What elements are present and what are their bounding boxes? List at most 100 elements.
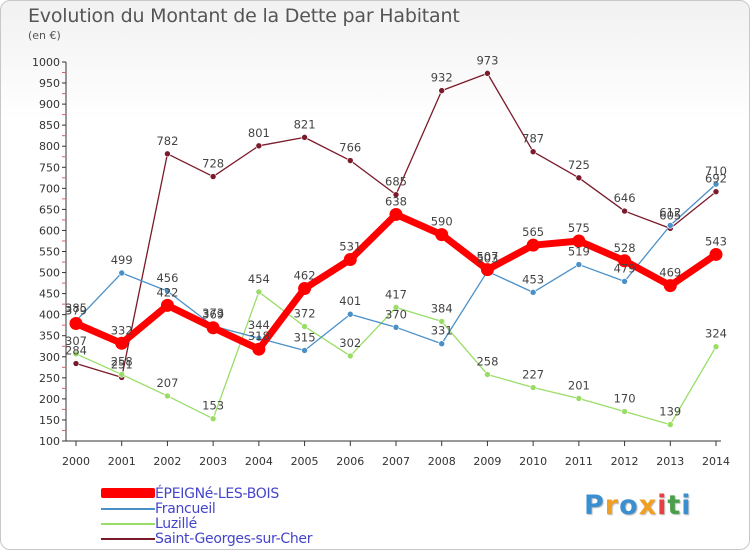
y-tick-label: 150 (39, 414, 60, 427)
data-point-1-10 (529, 289, 537, 296)
data-point-0-14 (709, 247, 723, 261)
x-tick-label: 2002 (153, 455, 181, 468)
data-point-2-0 (72, 350, 80, 358)
x-tick-label: 2006 (336, 455, 364, 468)
data-point-0-1 (115, 336, 129, 350)
x-tick-label: 2014 (702, 455, 730, 468)
y-tick-label: 250 (39, 372, 60, 385)
data-point-1-7 (392, 323, 400, 331)
data-label-2-14: 324 (705, 327, 727, 341)
data-label-1-7: 370 (385, 307, 407, 321)
data-point-3-10 (529, 148, 537, 155)
data-label-1-12: 479 (614, 261, 636, 275)
data-label-2-0: 307 (65, 334, 87, 348)
y-tick-label: 900 (39, 98, 60, 111)
y-tick-label: 750 (39, 161, 60, 174)
y-tick-label: 850 (39, 119, 60, 132)
data-point-3-2 (164, 150, 171, 158)
y-tick-label: 300 (39, 351, 60, 364)
data-label-3-10: 787 (522, 132, 544, 146)
data-point-2-11 (575, 395, 583, 402)
data-point-2-6 (346, 352, 354, 360)
logo-letter-i2: i (681, 490, 692, 521)
data-point-3-8 (438, 87, 446, 94)
data-label-3-11: 725 (568, 158, 590, 172)
y-tick-label: 1000 (32, 56, 60, 69)
data-point-0-3 (206, 321, 220, 335)
y-tick-label: 200 (39, 393, 60, 406)
data-point-0-5 (298, 282, 312, 296)
data-point-2-4 (255, 288, 263, 296)
data-point-2-9 (484, 371, 491, 378)
data-label-1-11: 519 (568, 245, 590, 259)
data-label-2-4: 454 (248, 272, 270, 286)
data-label-3-0: 284 (65, 344, 87, 358)
data-label-0-13: 469 (659, 266, 681, 280)
data-label-0-10: 565 (522, 225, 544, 239)
data-label-0-12: 528 (614, 241, 636, 255)
data-label-0-6: 531 (339, 240, 361, 254)
data-label-2-11: 201 (568, 378, 590, 392)
data-point-2-7 (392, 304, 400, 311)
data-point-0-4 (252, 342, 266, 356)
data-point-3-5 (301, 134, 308, 141)
y-tick-label: 500 (39, 267, 60, 280)
data-point-1-11 (575, 261, 583, 268)
data-point-1-2 (164, 287, 171, 295)
data-point-3-11 (575, 174, 583, 182)
data-label-0-3: 369 (202, 308, 224, 322)
data-point-2-12 (621, 408, 628, 415)
data-point-3-7 (392, 191, 400, 198)
data-label-1-13: 612 (659, 205, 681, 219)
data-point-0-10 (526, 238, 540, 252)
data-label-2-9: 258 (476, 354, 498, 368)
data-label-3-6: 766 (339, 141, 361, 155)
data-label-1-8: 331 (431, 324, 453, 338)
data-label-1-9: 503 (476, 251, 498, 265)
logo-letter-x: x (638, 490, 658, 521)
legend-swatch-saint-georges (101, 538, 155, 540)
data-label-0-4: 318 (248, 329, 270, 343)
y-tick-label: 800 (39, 140, 60, 153)
data-point-0-9 (480, 263, 494, 277)
data-label-0-11: 575 (568, 221, 590, 235)
chart-title: Evolution du Montant de la Dette par Hab… (28, 5, 460, 27)
data-label-2-2: 207 (156, 376, 178, 390)
y-tick-label: 450 (39, 288, 60, 301)
data-label-3-1: 251 (111, 357, 133, 371)
y-tick-label: 350 (39, 330, 60, 343)
data-label-3-9: 973 (476, 53, 498, 67)
x-tick-label: 2012 (611, 455, 639, 468)
data-label-0-7: 638 (385, 194, 407, 208)
data-point-1-6 (346, 310, 354, 318)
data-label-2-1: 258 (111, 354, 133, 368)
data-label-3-4: 801 (248, 126, 270, 140)
data-point-1-4 (255, 334, 263, 342)
legend-label-luzille: Luzillé (155, 516, 197, 532)
data-point-0-7 (389, 207, 403, 221)
data-label-1-10: 453 (522, 272, 544, 286)
data-label-0-0: 379 (65, 304, 87, 318)
data-label-1-2: 456 (156, 271, 178, 285)
data-point-2-13 (666, 421, 674, 428)
data-point-1-14 (712, 180, 720, 188)
data-label-1-1: 499 (111, 253, 133, 267)
x-tick-label: 2004 (245, 455, 273, 468)
data-label-0-5: 462 (294, 269, 316, 283)
logo-letter-o: o (619, 490, 639, 521)
data-label-2-6: 302 (339, 336, 361, 350)
data-point-0-0 (69, 317, 83, 331)
data-point-0-13 (663, 279, 677, 293)
data-label-0-9: 507 (476, 250, 498, 264)
data-point-3-4 (255, 142, 263, 150)
legend-swatch-francueil (101, 508, 155, 510)
data-label-1-3: 373 (202, 306, 224, 320)
data-point-2-10 (529, 384, 537, 391)
data-label-2-8: 384 (431, 301, 453, 315)
x-tick-label: 2001 (108, 455, 136, 468)
data-label-3-7: 685 (385, 175, 407, 189)
x-tick-label: 2005 (291, 455, 319, 468)
y-tick-label: 100 (39, 435, 60, 448)
logo-letter-r: r (604, 490, 620, 521)
chart-unit: (en €) (28, 29, 61, 42)
